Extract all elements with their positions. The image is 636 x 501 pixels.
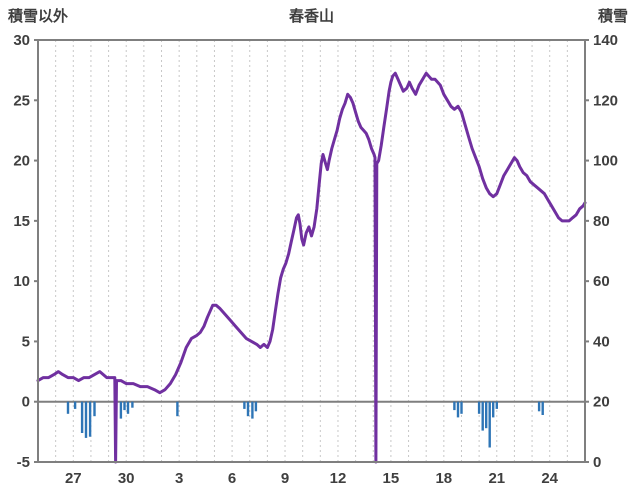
y-left-tick-label: 10: [13, 273, 30, 290]
plot-frame: [37, 39, 586, 463]
non-snow-bar: [123, 401, 126, 411]
chart-title: 春香山: [288, 8, 334, 25]
y-right-tick-label: 60: [593, 273, 610, 290]
non-snow-bar: [80, 401, 84, 433]
non-snow-bar: [460, 401, 463, 414]
y-left-tick-label: 30: [13, 32, 30, 49]
non-snow-bar: [66, 401, 70, 414]
non-snow-bar: [88, 401, 92, 437]
non-snow-bar: [131, 401, 134, 408]
non-snow-bar: [488, 401, 491, 448]
x-tick-label: 6: [228, 470, 236, 487]
y-right-tick-label: 100: [593, 153, 618, 170]
y-left-tick-label: 15: [13, 213, 30, 230]
y-left-tick-label: 25: [13, 92, 30, 109]
x-tick-label: 30: [118, 470, 135, 487]
right-axis-title: 積雪: [597, 8, 628, 25]
non-snow-bar: [93, 401, 96, 417]
x-tick-label: 18: [435, 470, 452, 487]
non-snow-bar: [537, 401, 541, 412]
y-right-tick-label: 0: [593, 454, 601, 471]
x-tick-label: 9: [281, 470, 289, 487]
y-right-tick-label: 140: [593, 32, 618, 49]
non-snow-bar: [492, 401, 495, 418]
non-snow-bar: [477, 401, 481, 414]
plot-area: [38, 40, 585, 462]
non-snow-bar: [453, 401, 456, 411]
y-left-tick-label: -5: [17, 454, 30, 471]
y-left-tick-label: 5: [22, 333, 30, 350]
x-tick-label: 24: [541, 470, 558, 487]
non-snow-bar: [485, 401, 488, 429]
non-snow-bar: [251, 401, 254, 419]
x-tick-label: 15: [383, 470, 400, 487]
non-snow-bar: [126, 401, 130, 414]
x-tick-label: 21: [488, 470, 505, 487]
y-left-tick-label: 0: [22, 394, 30, 411]
y-right-tick-label: 20: [593, 394, 610, 411]
non-snow-bar: [254, 401, 258, 412]
left-axis-title: 積雪以外: [8, 8, 69, 25]
non-snow-bar: [456, 401, 460, 418]
x-tick-label: 12: [330, 470, 347, 487]
non-snow-bar: [73, 401, 77, 409]
non-snow-bar: [119, 401, 123, 419]
snow-depth-line: [36, 71, 587, 464]
y-right-tick-label: 80: [593, 213, 610, 230]
y-right-tick-label: 40: [593, 333, 610, 350]
y-right-tick-label: 120: [593, 92, 618, 109]
non-snow-bar: [541, 401, 544, 415]
non-snow-bar: [481, 401, 484, 431]
non-snow-bar: [246, 401, 250, 417]
x-tick-label: 27: [65, 470, 82, 487]
non-snow-bar: [176, 401, 179, 417]
non-snow-bar: [495, 401, 498, 409]
x-tick-label: 3: [175, 470, 183, 487]
non-snow-bar: [243, 401, 246, 409]
non-snow-bar: [84, 401, 88, 438]
y-left-tick-label: 20: [13, 153, 30, 170]
